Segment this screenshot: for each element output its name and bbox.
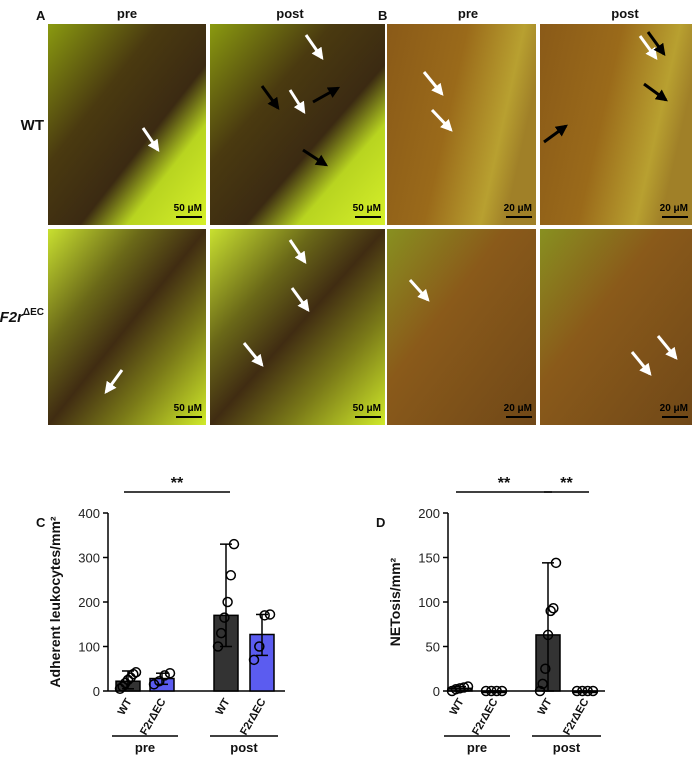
image	[387, 24, 536, 225]
y-axis-label: Adherent leukocytes/mm²	[47, 516, 63, 687]
data-point	[120, 677, 131, 689]
data-point	[582, 685, 593, 697]
row-text: F2r	[0, 309, 24, 326]
group-label: pre	[135, 740, 155, 755]
scale-label: 20 μM	[504, 203, 532, 214]
y-tick-label: 150	[418, 551, 440, 566]
panel-letter: D	[376, 515, 385, 530]
data-point	[545, 605, 556, 617]
data-point	[577, 685, 588, 697]
image	[387, 229, 536, 425]
scale-label: 50 μM	[174, 203, 202, 214]
significance-label: **	[171, 475, 184, 492]
scale-label: 20 μM	[660, 203, 688, 214]
data-point	[458, 682, 470, 693]
data-point	[215, 627, 227, 639]
scale-label: 20 μM	[660, 403, 688, 414]
x-tick-label: WT	[116, 696, 135, 717]
scale-label: 50 μM	[353, 403, 381, 414]
data-point	[228, 538, 240, 550]
data-point	[114, 683, 126, 695]
data-point	[225, 570, 237, 581]
data-point	[491, 685, 502, 697]
data-point	[248, 654, 260, 666]
x-tick-label: WT	[214, 696, 233, 717]
panel-letter: B	[378, 8, 387, 23]
x-tick-label: F2rΔEC	[470, 696, 501, 737]
data-point	[212, 641, 224, 652]
row-text: WT	[21, 117, 44, 134]
data-point	[496, 685, 508, 697]
image	[210, 229, 385, 425]
data-point	[550, 557, 562, 569]
data-point	[540, 663, 551, 674]
data-point	[537, 678, 548, 690]
column-label: pre	[458, 6, 478, 21]
data-point	[219, 612, 230, 623]
image	[540, 229, 692, 425]
data-point	[154, 675, 165, 687]
row-label: F2rΔEC	[0, 307, 44, 326]
image	[210, 24, 385, 225]
image	[540, 24, 692, 225]
scale-label: 50 μM	[353, 203, 381, 214]
scale-label: 50 μM	[174, 403, 202, 414]
data-point	[130, 667, 142, 678]
data-point	[264, 609, 276, 620]
data-point	[164, 667, 176, 679]
panel-letter: C	[36, 515, 46, 530]
data-point	[534, 685, 546, 697]
data-point	[122, 674, 134, 686]
group-label: post	[553, 740, 581, 755]
data-point	[480, 685, 492, 697]
data-point	[548, 602, 559, 614]
x-tick-label: WT	[448, 696, 467, 717]
y-tick-label: 400	[78, 506, 100, 521]
y-tick-label: 100	[418, 595, 440, 610]
data-point	[254, 641, 265, 652]
significance-label: **	[560, 475, 573, 492]
data-point	[222, 596, 233, 608]
data-point	[159, 670, 170, 681]
x-tick-label: F2rΔEC	[238, 696, 269, 737]
x-tick-label: WT	[536, 696, 555, 717]
data-point	[542, 629, 554, 641]
y-tick-label: 50	[426, 640, 440, 655]
data-point	[128, 668, 139, 680]
y-tick-label: 100	[78, 640, 100, 655]
data-point	[571, 685, 583, 697]
arrows	[104, 31, 678, 394]
scale-label: 20 μM	[504, 403, 532, 414]
image	[48, 229, 206, 425]
y-tick-label: 300	[78, 551, 100, 566]
row-label: WT	[21, 117, 44, 134]
x-tick-label: F2rΔEC	[138, 696, 169, 737]
image	[48, 24, 206, 225]
data-point	[486, 685, 497, 697]
group-label: post	[230, 740, 258, 755]
micrographs	[48, 24, 692, 425]
data-point	[259, 610, 270, 621]
y-tick-label: 0	[433, 684, 440, 699]
y-axis-label: NETosis/mm²	[387, 557, 403, 646]
y-tick-label: 200	[418, 506, 440, 521]
y-tick-label: 0	[93, 684, 100, 699]
data-point	[148, 679, 160, 690]
data-point	[462, 681, 474, 692]
row-sup: ΔEC	[23, 307, 44, 318]
panel-letter: A	[36, 8, 46, 23]
column-label: post	[611, 6, 639, 21]
group-label: pre	[467, 740, 487, 755]
column-label: pre	[117, 6, 137, 21]
significance-label: **	[498, 475, 511, 492]
y-tick-label: 200	[78, 595, 100, 610]
data-point	[587, 685, 599, 697]
x-tick-label: F2rΔEC	[561, 696, 592, 737]
column-label: post	[276, 6, 304, 21]
